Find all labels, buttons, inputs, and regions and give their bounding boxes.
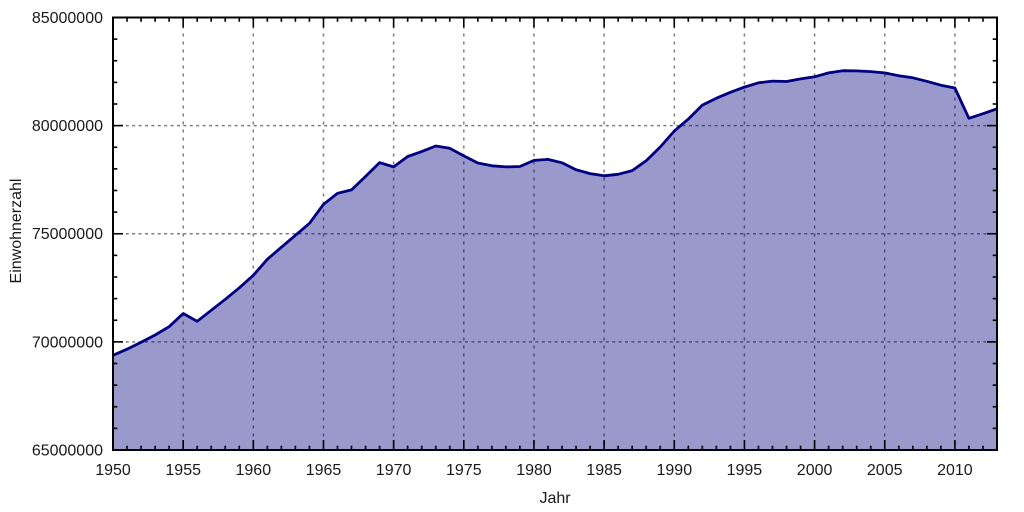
svg-text:70000000: 70000000: [32, 334, 103, 351]
svg-text:1975: 1975: [446, 462, 482, 479]
svg-text:2000: 2000: [797, 462, 833, 479]
svg-text:2010: 2010: [937, 462, 973, 479]
svg-text:1960: 1960: [236, 462, 272, 479]
svg-text:75000000: 75000000: [32, 226, 103, 243]
svg-text:1965: 1965: [306, 462, 342, 479]
svg-text:85000000: 85000000: [32, 10, 103, 27]
svg-text:80000000: 80000000: [32, 118, 103, 135]
svg-text:65000000: 65000000: [32, 443, 103, 460]
svg-text:1985: 1985: [586, 462, 622, 479]
svg-text:2005: 2005: [867, 462, 903, 479]
svg-text:1990: 1990: [657, 462, 693, 479]
svg-text:Einwohnerzahl: Einwohnerzahl: [8, 179, 25, 284]
svg-text:1980: 1980: [516, 462, 552, 479]
svg-text:1995: 1995: [727, 462, 763, 479]
svg-text:1970: 1970: [376, 462, 412, 479]
svg-text:Jahr: Jahr: [539, 490, 571, 507]
svg-text:1950: 1950: [95, 462, 131, 479]
svg-text:1955: 1955: [165, 462, 201, 479]
